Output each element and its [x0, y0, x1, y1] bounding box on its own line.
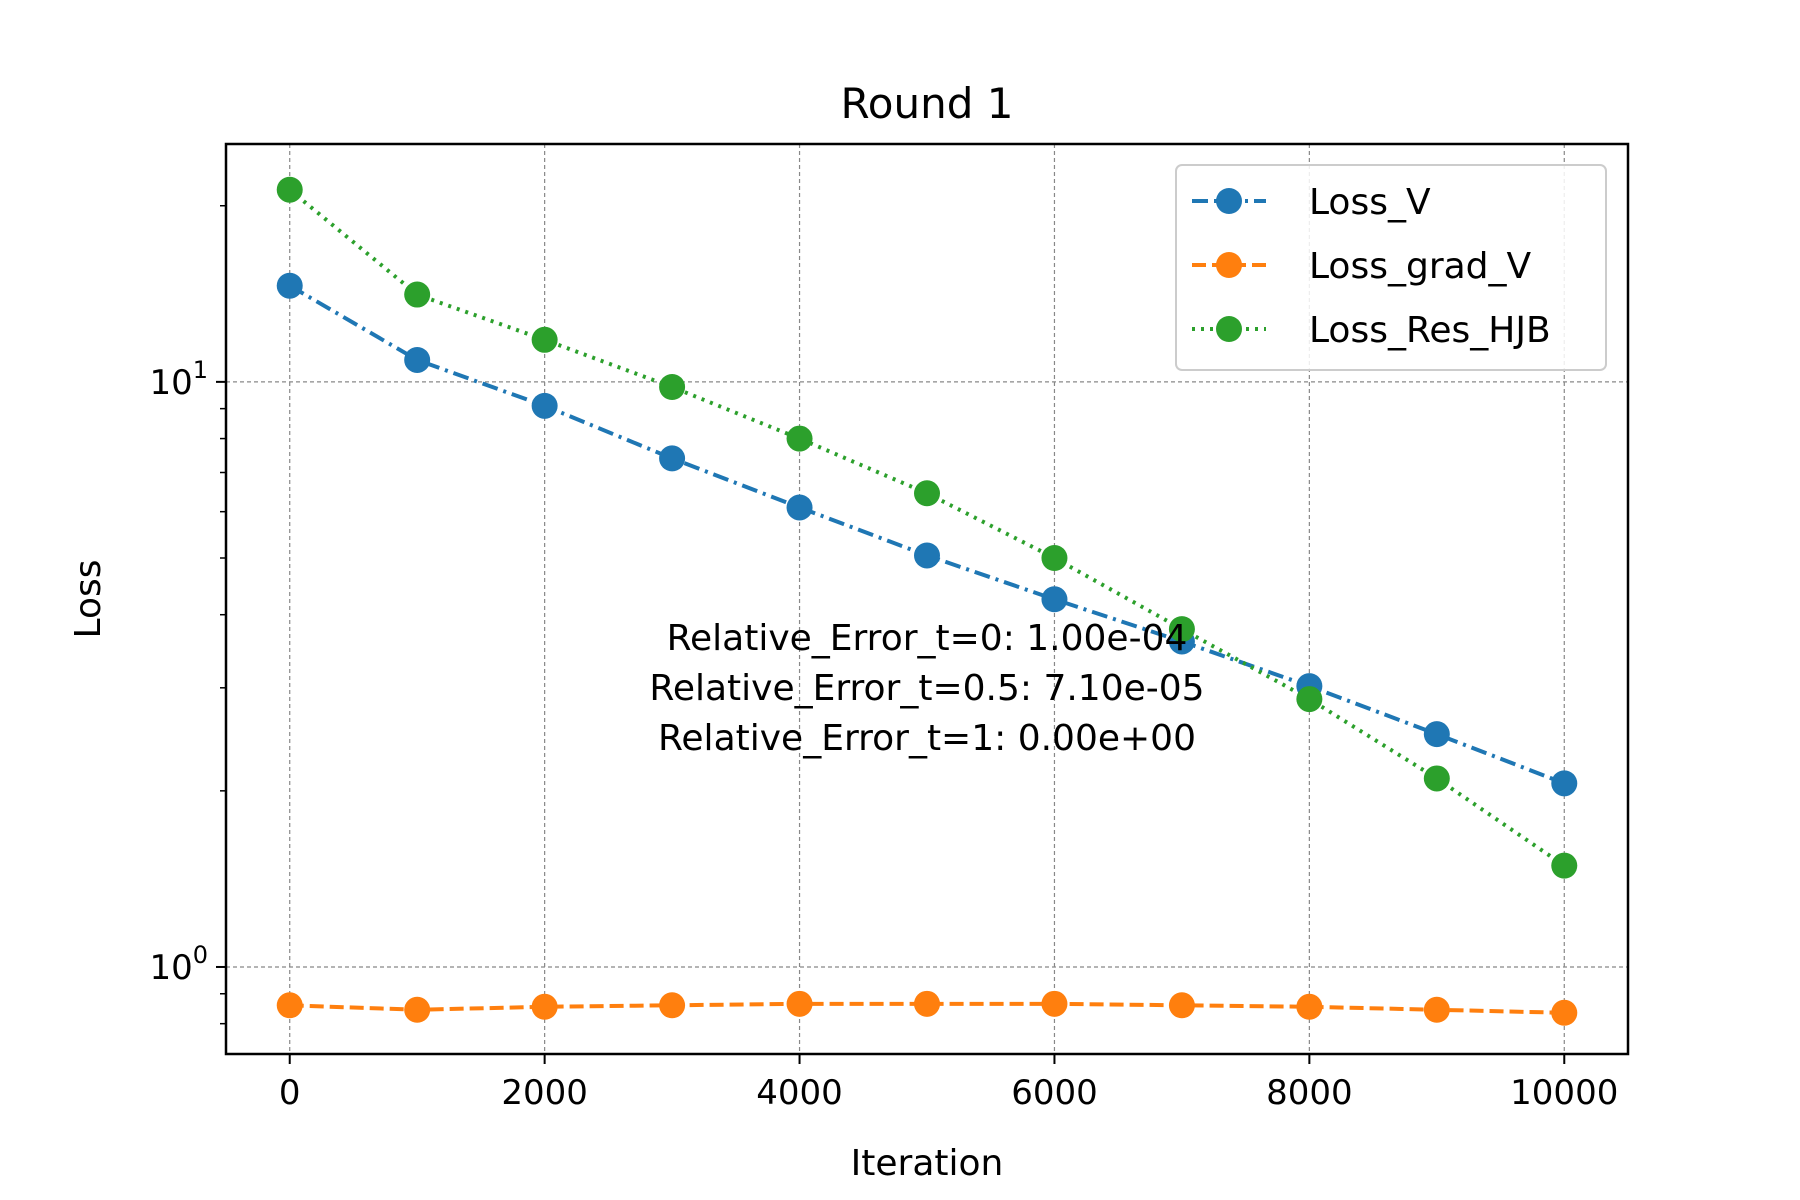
data-point	[914, 542, 940, 569]
data-point	[914, 990, 940, 1017]
legend-marker	[1216, 316, 1242, 342]
data-point	[404, 281, 431, 308]
legend-item-Loss_V: Loss_V	[1192, 182, 1431, 223]
relative-error-line: Relative_Error_t=0: 1.00e-04	[667, 618, 1188, 659]
y-tick-exponent: 0	[193, 941, 208, 969]
data-point	[404, 346, 431, 373]
data-point	[1041, 586, 1068, 613]
data-point	[1168, 616, 1195, 643]
data-point	[1296, 686, 1323, 713]
series-line	[289, 1001, 1565, 1015]
x-tick-label: 8000	[1266, 1073, 1353, 1113]
data-point	[276, 272, 303, 299]
relative-error-line: Relative_Error_t=0.5: 7.10e-05	[649, 668, 1204, 709]
data-point	[1551, 999, 1578, 1026]
data-point	[786, 425, 813, 452]
legend-box	[1175, 164, 1607, 371]
data-point	[531, 326, 558, 353]
data-point	[1168, 992, 1195, 1019]
series-Loss_grad_V	[276, 990, 1578, 1026]
data-point	[1041, 545, 1068, 572]
data-point	[531, 993, 558, 1020]
data-point	[1423, 996, 1450, 1023]
data-point	[1423, 721, 1450, 748]
legend-label: Loss_grad_V	[1309, 246, 1532, 287]
data-point	[531, 392, 558, 419]
relative-error-annotation: Relative_Error_t=0: 1.00e-04 Relative_Err…	[649, 618, 1204, 759]
y-tick-exponent: 1	[193, 356, 208, 384]
data-point	[1423, 765, 1450, 792]
data-point	[786, 990, 813, 1017]
legend-marker	[1216, 252, 1242, 278]
legend-item-Loss_Res_HJB: Loss_Res_HJB	[1192, 310, 1551, 351]
data-point	[1551, 770, 1578, 797]
plot-frame	[224, 142, 1630, 1056]
data-point	[786, 494, 813, 521]
data-point	[1296, 993, 1323, 1020]
data-point	[276, 176, 303, 203]
data-point	[914, 480, 940, 507]
data-point	[404, 996, 431, 1023]
y-axis-label: Loss	[68, 560, 109, 639]
data-point	[659, 374, 686, 401]
data-point	[659, 445, 686, 472]
y-tick-label: 101	[149, 356, 208, 403]
legend-item-Loss_grad_V: Loss_grad_V	[1192, 246, 1532, 287]
legend-label: Loss_V	[1309, 182, 1431, 223]
axis-ticks: 0 2000 4000 6000 8000 10000 100 101	[149, 204, 1618, 1113]
y-tick-label: 100	[149, 941, 208, 988]
x-tick-label: 0	[279, 1073, 301, 1113]
legend-label: Loss_Res_HJB	[1309, 310, 1551, 351]
x-tick-label: 6000	[1011, 1073, 1098, 1113]
legend: Loss_V Loss_grad_V Loss_Res_HJB	[1175, 164, 1607, 371]
x-tick-label: 4000	[756, 1073, 843, 1113]
x-tick-label: 10000	[1510, 1073, 1618, 1113]
data-point	[659, 992, 686, 1019]
data-point	[1041, 990, 1068, 1017]
relative-error-line: Relative_Error_t=1: 0.00e+00	[658, 718, 1196, 759]
x-axis-label: Iteration	[851, 1143, 1004, 1184]
x-tick-label: 2000	[501, 1073, 588, 1113]
series-Loss_Res_HJB	[276, 176, 1578, 879]
data-point	[276, 992, 303, 1019]
data-point	[1551, 852, 1578, 879]
series-layer	[276, 176, 1578, 1026]
chart-title: Round 1	[841, 79, 1014, 128]
legend-marker	[1216, 188, 1242, 214]
